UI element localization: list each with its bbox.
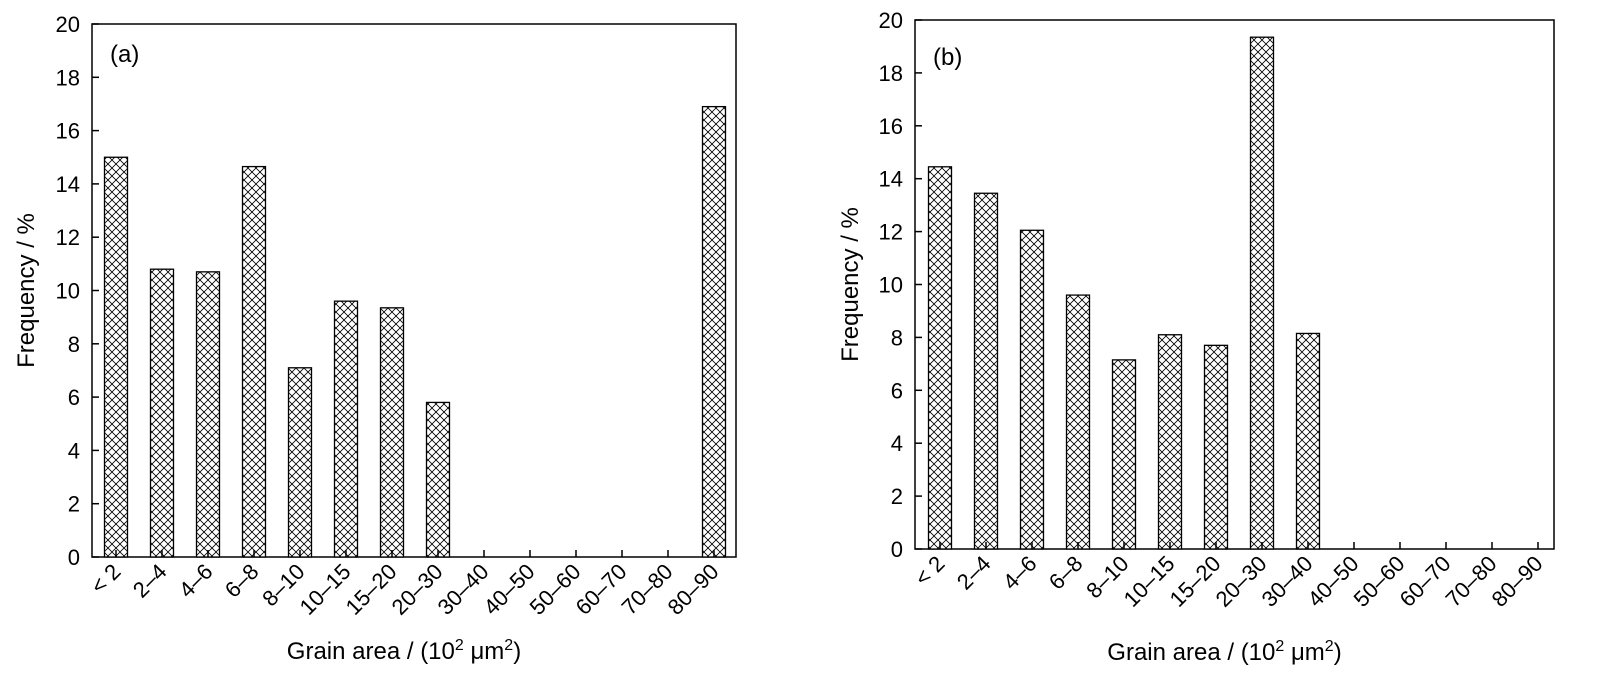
plot-frame: [91, 23, 737, 558]
bar: [241, 165, 267, 558]
bar: [149, 268, 175, 558]
y-tick-label: 10: [56, 279, 80, 304]
y-tick-label: 2: [891, 484, 903, 509]
y-tick-label: 14: [879, 167, 903, 192]
x-tick-label: 40–50: [479, 559, 540, 620]
x-tick-label: 30–40: [1257, 551, 1318, 612]
bar: [1157, 334, 1183, 550]
bar: [425, 401, 451, 558]
y-axis-title: Frequency / %: [837, 207, 864, 362]
y-tick-label: 0: [891, 537, 903, 562]
bar: [1295, 332, 1321, 550]
x-tick-label: < 2: [86, 559, 126, 599]
x-tick-label: 6–8: [1044, 551, 1088, 595]
bar: [973, 192, 999, 550]
x-axis-title-part: Grain area / (10: [287, 638, 455, 665]
y-tick-label: 6: [68, 385, 80, 410]
x-axis-title-part: Grain area / (10: [1107, 639, 1275, 666]
y-tick-label: 12: [56, 225, 80, 250]
x-tick-label: 10–15: [295, 559, 356, 620]
x-tick-label: 60–70: [571, 559, 632, 620]
x-tick-label: 70–80: [1441, 551, 1502, 612]
x-tick-label: 50–60: [525, 559, 586, 620]
x-tick-label: 80–90: [1487, 551, 1548, 612]
x-axis-title-superscript: 2: [504, 637, 513, 654]
y-tick-label: 16: [879, 114, 903, 139]
y-tick-label: 16: [56, 119, 80, 144]
bar: [103, 156, 129, 558]
y-tick-label: 14: [56, 172, 80, 197]
x-axis-title-part: μm: [1284, 639, 1325, 666]
panel-label: (a): [110, 41, 139, 68]
bar: [1249, 36, 1275, 550]
bar: [701, 105, 727, 558]
x-tick-label: 4–6: [174, 559, 218, 603]
x-tick-label: 2–4: [128, 559, 172, 603]
bar: [1019, 229, 1045, 550]
x-axis-title-superscript: 2: [1275, 638, 1284, 655]
y-axis-title: Frequency / %: [13, 213, 40, 368]
x-axis-title-superscript: 2: [1325, 638, 1334, 655]
y-tick-label: 20: [56, 12, 80, 37]
x-tick-label: 15–20: [341, 559, 402, 620]
x-axis-title-part: ): [513, 638, 521, 665]
bar: [1065, 294, 1091, 550]
bar: [379, 307, 405, 558]
x-tick-label: 80–90: [663, 559, 724, 620]
x-axis-title-superscript: 2: [455, 637, 464, 654]
x-tick-label: 70–80: [617, 559, 678, 620]
y-tick-label: 0: [68, 545, 80, 570]
bar: [287, 367, 313, 558]
y-tick-label: 12: [879, 220, 903, 245]
plot-frame: [914, 19, 1555, 550]
x-tick-label: 40–50: [1303, 551, 1364, 612]
bar: [333, 300, 359, 558]
bar: [927, 166, 953, 550]
x-tick-label: 15–20: [1165, 551, 1226, 612]
x-tick-label: 2–4: [952, 551, 996, 595]
x-tick-label: 20–30: [387, 559, 448, 620]
x-axis-title-part: μm: [464, 638, 505, 665]
x-tick-label: 4–6: [998, 551, 1042, 595]
x-axis-title: Grain area / (102 μm2): [1107, 638, 1341, 666]
y-tick-label: 6: [891, 378, 903, 403]
y-tick-label: 8: [68, 332, 80, 357]
bar: [1111, 359, 1137, 550]
y-tick-label: 2: [68, 492, 80, 517]
x-tick-label: 10–15: [1119, 551, 1180, 612]
y-tick-label: 20: [879, 8, 903, 33]
y-tick-label: 4: [891, 431, 903, 456]
x-tick-label: 50–60: [1349, 551, 1410, 612]
y-tick-label: 10: [879, 273, 903, 298]
x-tick-label: < 2: [910, 551, 950, 591]
x-axis-title-part: ): [1334, 639, 1342, 666]
bar: [195, 271, 221, 558]
bar: [1203, 344, 1229, 550]
x-tick-label: 30–40: [433, 559, 494, 620]
y-tick-label: 8: [891, 325, 903, 350]
x-axis-title: Grain area / (102 μm2): [287, 637, 521, 665]
y-tick-label: 4: [68, 438, 80, 463]
x-tick-label: 20–30: [1211, 551, 1272, 612]
x-tick-label: 6–8: [220, 559, 264, 603]
panel-label: (b): [933, 44, 962, 71]
x-tick-label: 60–70: [1395, 551, 1456, 612]
y-tick-label: 18: [879, 61, 903, 86]
y-tick-label: 18: [56, 65, 80, 90]
